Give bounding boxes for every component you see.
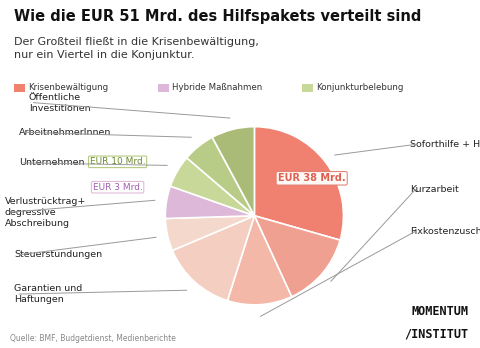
Text: Quelle: BMF, Budgetdienst, Medienberichte: Quelle: BMF, Budgetdienst, Medienbericht…: [10, 334, 176, 343]
Wedge shape: [187, 137, 254, 216]
Text: Der Großteil fließt in die Krisenbewältigung,
nur ein Viertel in die Konjunktur.: Der Großteil fließt in die Krisenbewälti…: [14, 37, 259, 60]
Text: Öffentliche
Investitionen: Öffentliche Investitionen: [29, 93, 90, 112]
Wedge shape: [212, 127, 254, 216]
Text: EUR 10 Mrd.: EUR 10 Mrd.: [90, 157, 145, 166]
Text: Hybride Maßnahmen: Hybride Maßnahmen: [172, 83, 262, 92]
Text: Verlustrücktrag+
degressive
Abschreibung: Verlustrücktrag+ degressive Abschreibung: [5, 197, 86, 228]
Text: Wie die EUR 51 Mrd. des Hilfspakets verteilt sind: Wie die EUR 51 Mrd. des Hilfspakets vert…: [14, 9, 422, 24]
Wedge shape: [254, 127, 344, 240]
Wedge shape: [170, 158, 254, 216]
Text: Krisenbewältigung: Krisenbewältigung: [28, 83, 108, 92]
Text: EUR 38 Mrd.: EUR 38 Mrd.: [278, 173, 346, 183]
Text: Konjunkturbelebung: Konjunkturbelebung: [316, 83, 403, 92]
Wedge shape: [165, 216, 254, 251]
Text: /INSTITUT: /INSTITUT: [404, 327, 468, 340]
Text: Garantien und
Haftungen: Garantien und Haftungen: [14, 284, 83, 304]
Text: MOMENTUM: MOMENTUM: [411, 306, 468, 318]
Text: EUR 3 Mrd.: EUR 3 Mrd.: [93, 183, 143, 192]
Wedge shape: [228, 216, 292, 305]
Wedge shape: [165, 186, 254, 219]
Text: Unternehmen: Unternehmen: [19, 158, 84, 167]
Text: Soforthilfe + Hilfsfonds: Soforthilfe + Hilfsfonds: [410, 140, 480, 149]
Wedge shape: [254, 216, 340, 297]
Text: Steuerstundungen: Steuerstundungen: [14, 250, 103, 259]
Text: ArbeitnehmerInnen: ArbeitnehmerInnen: [19, 128, 111, 137]
Text: Fixkostenzuschuss: Fixkostenzuschuss: [410, 227, 480, 236]
Wedge shape: [172, 216, 254, 301]
Text: Kurzarbeit: Kurzarbeit: [410, 185, 459, 194]
